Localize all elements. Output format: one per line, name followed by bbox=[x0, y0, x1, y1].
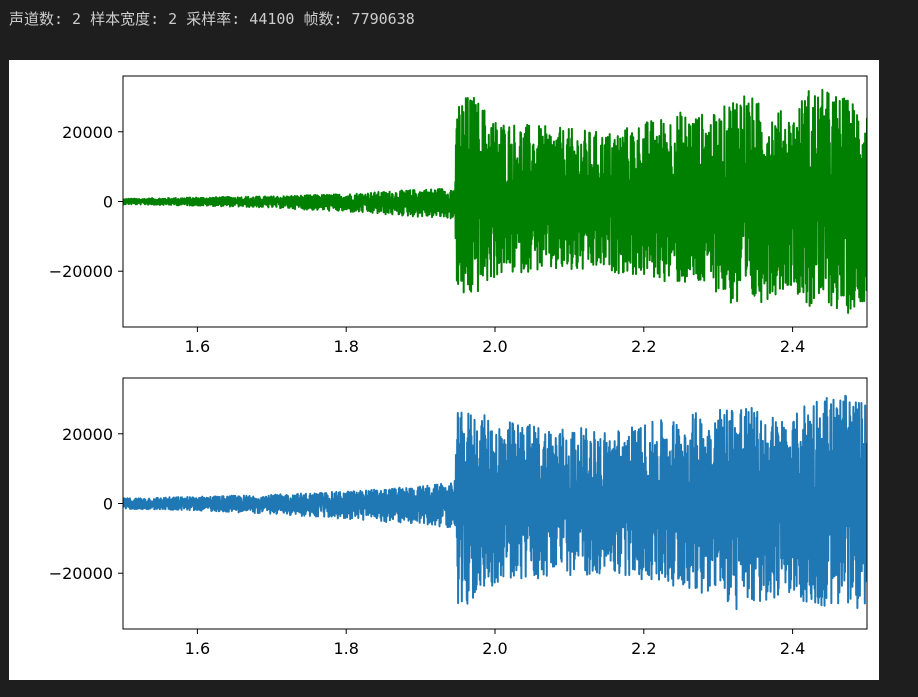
x-tick-label: 1.8 bbox=[333, 639, 358, 658]
x-tick-label: 2.2 bbox=[631, 639, 656, 658]
x-tick-label: 2.0 bbox=[482, 639, 507, 658]
figure-canvas: 1.6 1.8 2.0 2.2 2.4 20000 0 −20000 1.6 1.8 2.0 2.2… bbox=[49, 75, 868, 658]
x-tick-label: 1.6 bbox=[185, 337, 210, 356]
x-tick-label: 2.2 bbox=[631, 337, 656, 356]
x-tick-label: 1.6 bbox=[185, 639, 210, 658]
channel-2-plot: 1.6 1.8 2.0 2.2 2.4 20000 0 −20000 bbox=[49, 377, 868, 658]
figure: 1.6 1.8 2.0 2.2 2.4 20000 0 −20000 1.6 1.8 2.0 2.2… bbox=[9, 60, 879, 680]
y-tick-label: 20000 bbox=[62, 425, 113, 444]
y-tick-label: 0 bbox=[103, 193, 113, 212]
x-tick-label: 2.4 bbox=[780, 337, 805, 356]
y-tick-label: −20000 bbox=[49, 564, 113, 583]
x-tick-label: 2.0 bbox=[482, 337, 507, 356]
cell-output-text: 声道数: 2 样本宽度: 2 采样率: 44100 帧数: 7790638 bbox=[9, 10, 415, 28]
waveform-line bbox=[123, 88, 867, 314]
channel-1-plot: 1.6 1.8 2.0 2.2 2.4 20000 0 −20000 bbox=[49, 75, 868, 356]
x-tick-label: 1.8 bbox=[333, 337, 358, 356]
y-tick-label: 20000 bbox=[62, 123, 113, 142]
waveform-line bbox=[123, 394, 867, 611]
y-tick-label: 0 bbox=[103, 495, 113, 514]
y-tick-label: −20000 bbox=[49, 262, 113, 281]
x-tick-label: 2.4 bbox=[780, 639, 805, 658]
